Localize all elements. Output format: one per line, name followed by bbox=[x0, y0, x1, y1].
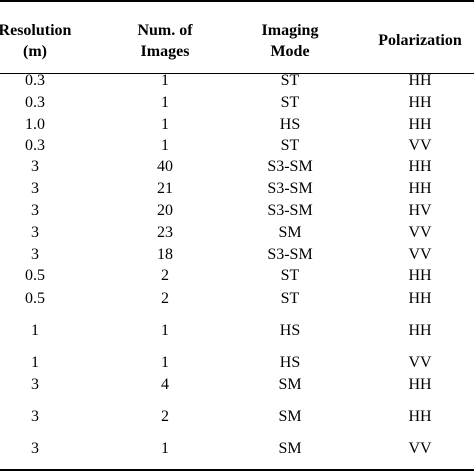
table-cell-polarization: HH bbox=[408, 158, 432, 175]
table-cell-polarization: HH bbox=[408, 290, 432, 307]
table-cell-polarization: HH bbox=[408, 180, 432, 197]
table-cell-num-images: 1 bbox=[161, 322, 169, 339]
header-num-images-line1: Num. of bbox=[137, 22, 193, 39]
table-cell-imaging-mode: SM bbox=[278, 408, 302, 425]
table-cell-polarization: HH bbox=[408, 94, 432, 111]
table-cell-num-images: 21 bbox=[157, 180, 173, 197]
header-resolution-line2: (m) bbox=[23, 43, 47, 60]
table-cell-imaging-mode: S3-SM bbox=[267, 158, 313, 175]
table-cell-resolution: 3 bbox=[31, 246, 39, 263]
header-resolution-line1: Resolution bbox=[0, 22, 72, 39]
table-cell-imaging-mode: SM bbox=[278, 376, 302, 393]
table-cell-resolution: 1 bbox=[31, 354, 39, 371]
table-cell-polarization: VV bbox=[408, 246, 432, 263]
table-top-rule bbox=[0, 0, 474, 2]
table-cell-polarization: HH bbox=[408, 72, 432, 89]
table-cell-imaging-mode: SM bbox=[278, 224, 302, 241]
table-cell-imaging-mode: S3-SM bbox=[267, 202, 313, 219]
table-cell-resolution: 1 bbox=[31, 322, 39, 339]
table-cell-resolution: 0.3 bbox=[25, 137, 45, 154]
table-cell-resolution: 0.3 bbox=[25, 94, 45, 111]
table-cell-imaging-mode: ST bbox=[280, 72, 300, 89]
header-num-images: Num. of Images bbox=[90, 20, 240, 62]
table-cell-num-images: 40 bbox=[157, 158, 173, 175]
table-cell-imaging-mode: ST bbox=[280, 290, 300, 307]
table-cell-num-images: 1 bbox=[161, 94, 169, 111]
table-cell-num-images: 1 bbox=[161, 137, 169, 154]
table-cell-imaging-mode: HS bbox=[279, 322, 301, 339]
header-polarization-line1: Polarization bbox=[378, 32, 462, 49]
table-cell-resolution: 3 bbox=[31, 158, 39, 175]
table-cell-num-images: 20 bbox=[157, 202, 173, 219]
header-imaging-mode: Imaging Mode bbox=[210, 20, 370, 62]
table-cell-num-images: 23 bbox=[157, 224, 173, 241]
table-cell-polarization: HH bbox=[408, 322, 432, 339]
table-cell-imaging-mode: ST bbox=[280, 94, 300, 111]
table-cell-imaging-mode: S3-SM bbox=[267, 246, 313, 263]
table-cell-resolution: 3 bbox=[31, 180, 39, 197]
table-cell-polarization: VV bbox=[408, 440, 432, 457]
table-cell-num-images: 2 bbox=[161, 267, 169, 284]
header-rule bbox=[0, 73, 474, 74]
table-cell-resolution: 3 bbox=[31, 202, 39, 219]
table-bottom-rule bbox=[0, 469, 474, 471]
table-cell-resolution: 3 bbox=[31, 440, 39, 457]
table-cell-polarization: VV bbox=[408, 137, 432, 154]
table-cell-resolution: 0.5 bbox=[25, 290, 45, 307]
table-cell-num-images: 18 bbox=[157, 246, 173, 263]
table-cell-resolution: 0.3 bbox=[25, 72, 45, 89]
table-cell-polarization: HH bbox=[408, 408, 432, 425]
header-resolution: Resolution (m) bbox=[0, 20, 110, 62]
table-cell-num-images: 1 bbox=[161, 72, 169, 89]
table-cell-imaging-mode: HS bbox=[279, 354, 301, 371]
table-cell-polarization: HH bbox=[408, 376, 432, 393]
table-cell-polarization: VV bbox=[408, 354, 432, 371]
table-cell-imaging-mode: ST bbox=[280, 267, 300, 284]
table-cell-polarization: HH bbox=[408, 116, 432, 133]
table-cell-num-images: 1 bbox=[161, 354, 169, 371]
table-cell-imaging-mode: SM bbox=[278, 440, 302, 457]
table-cell-imaging-mode: HS bbox=[279, 116, 301, 133]
header-polarization: Polarization bbox=[345, 30, 474, 51]
table-cell-num-images: 2 bbox=[161, 290, 169, 307]
table-cell-num-images: 1 bbox=[161, 116, 169, 133]
table-cell-num-images: 1 bbox=[161, 440, 169, 457]
table-cell-imaging-mode: ST bbox=[280, 137, 300, 154]
table-cell-num-images: 2 bbox=[161, 408, 169, 425]
table-cell-resolution: 3 bbox=[31, 376, 39, 393]
header-imaging-mode-line1: Imaging bbox=[261, 22, 319, 39]
table-cell-resolution: 3 bbox=[31, 408, 39, 425]
table-cell-resolution: 1.0 bbox=[25, 116, 45, 133]
table-cell-resolution: 3 bbox=[31, 224, 39, 241]
table-cell-polarization: HV bbox=[408, 202, 432, 219]
table-cell-imaging-mode: S3-SM bbox=[267, 180, 313, 197]
table-cell-polarization: VV bbox=[408, 224, 432, 241]
header-num-images-line2: Images bbox=[140, 43, 190, 60]
table-cell-polarization: HH bbox=[408, 267, 432, 284]
header-imaging-mode-line2: Mode bbox=[270, 43, 310, 60]
table-cell-resolution: 0.5 bbox=[25, 267, 45, 284]
table-cell-num-images: 4 bbox=[161, 376, 169, 393]
